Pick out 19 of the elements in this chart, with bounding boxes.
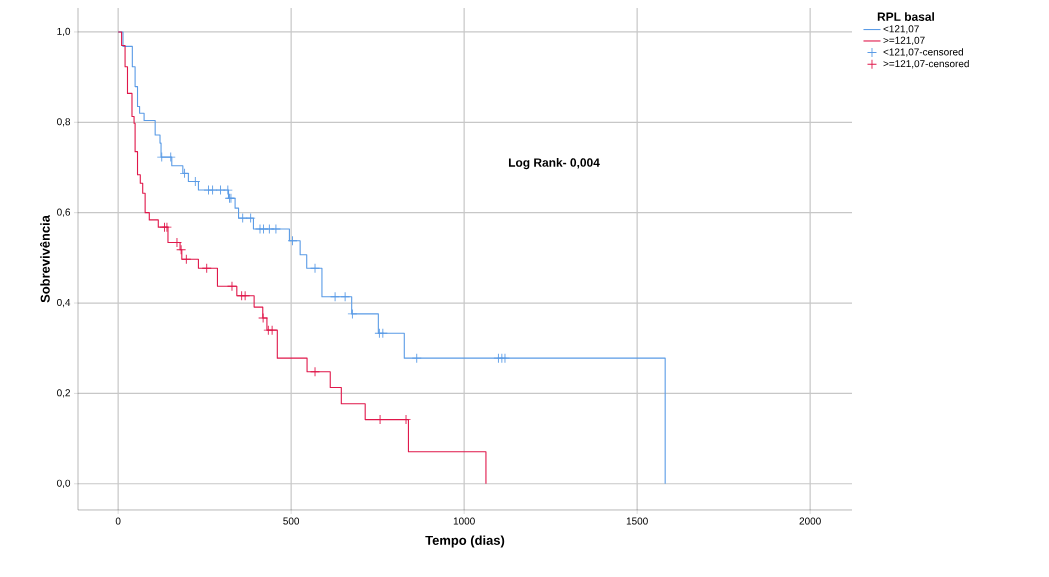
y-tick-label: 0,0: [57, 479, 71, 488]
y-tick-label: 0,8: [57, 118, 71, 127]
x-tick-label: 500: [283, 517, 300, 525]
x-tick-label: 1000: [453, 517, 475, 525]
y-axis-title: Sobrevivência: [40, 214, 50, 303]
legend-label: >=121,07: [883, 36, 925, 45]
x-tick-label: 0: [115, 517, 121, 525]
x-tick-label: 2000: [799, 517, 821, 525]
annotation: Log Rank- 0,004: [508, 158, 600, 170]
legend-title: RPL basal: [877, 12, 934, 21]
y-tick-label: 1,0: [57, 27, 71, 37]
x-axis-title: Tempo (dias): [425, 535, 505, 548]
legend-label: >=121,07-censored: [883, 59, 969, 69]
y-tick-label: 0,2: [57, 389, 70, 398]
legend-label: <121,07-censored: [883, 48, 963, 57]
y-tick-label: 0,6: [57, 208, 71, 217]
x-tick-label: 1500: [626, 517, 648, 525]
legend-label: <121,07: [883, 25, 919, 34]
y-tick-label: 0,4: [57, 298, 71, 308]
